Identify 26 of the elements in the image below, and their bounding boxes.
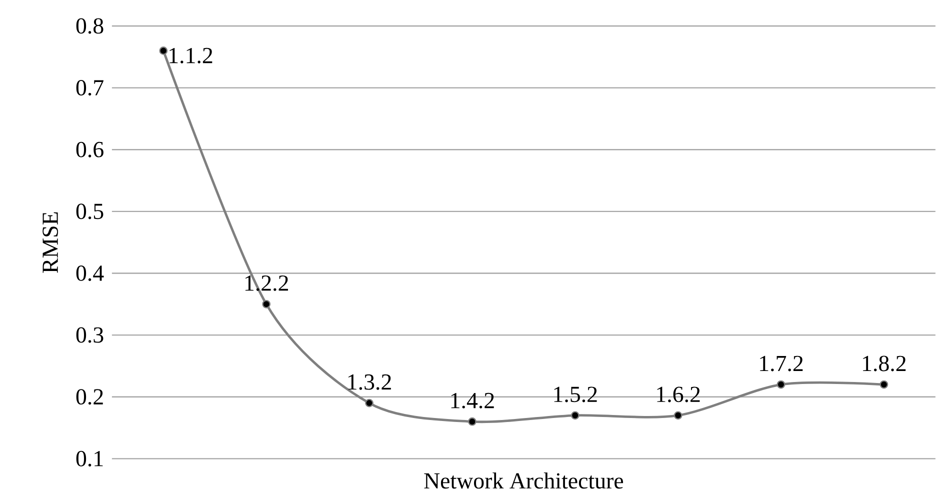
point <box>159 46 168 55</box>
x-tick-label: 1.3.2 <box>348 374 391 390</box>
point <box>674 411 682 420</box>
y-axis-title: RMSE <box>42 212 58 273</box>
y-tick-label: 0.3 <box>76 327 104 343</box>
x-tick-label: 1.4.2 <box>451 392 494 408</box>
y-tick-label: 0.5 <box>76 204 104 220</box>
y-tick-label: 0.1 <box>76 450 103 466</box>
point <box>365 398 374 408</box>
x-tick-label: 1.1.2 <box>170 48 212 64</box>
point <box>262 300 271 308</box>
y-tick-label: 0.8 <box>76 18 104 34</box>
point <box>776 380 786 389</box>
x-tick-label: 1.6.2 <box>657 386 700 402</box>
x-tick-label: 1.7.2 <box>760 356 803 372</box>
y-tick-label: 0.7 <box>76 80 104 96</box>
x-tick-label: 1.8.2 <box>863 356 906 372</box>
y-tick-label: 0.4 <box>76 265 104 281</box>
x-axis-title: Network Architecture <box>424 472 624 489</box>
x-tick-label: 1.2.2 <box>245 275 288 291</box>
point <box>880 380 888 389</box>
y-tick-label: 0.6 <box>76 142 104 158</box>
y-tick-label: 0.2 <box>76 388 103 405</box>
point <box>468 417 476 426</box>
point <box>570 411 580 420</box>
x-tick-label: 1.5.2 <box>554 386 597 402</box>
